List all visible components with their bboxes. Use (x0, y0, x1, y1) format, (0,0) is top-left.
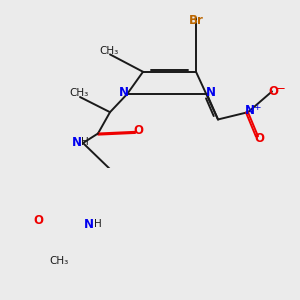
Text: CH₃: CH₃ (69, 88, 88, 98)
Text: O: O (254, 132, 265, 145)
Text: N: N (71, 136, 81, 149)
Text: N: N (118, 86, 128, 99)
Text: O: O (268, 85, 278, 98)
Text: −: − (275, 82, 285, 95)
Text: O: O (33, 214, 43, 227)
Text: +: + (253, 103, 260, 112)
Text: CH₃: CH₃ (99, 46, 118, 56)
Text: O: O (134, 124, 144, 137)
Text: N: N (206, 86, 216, 99)
Text: Br: Br (189, 14, 203, 28)
Text: N: N (83, 218, 93, 231)
Text: H: H (94, 219, 101, 229)
Text: H: H (81, 137, 88, 147)
Text: CH₃: CH₃ (49, 256, 68, 266)
Text: N: N (244, 104, 254, 117)
